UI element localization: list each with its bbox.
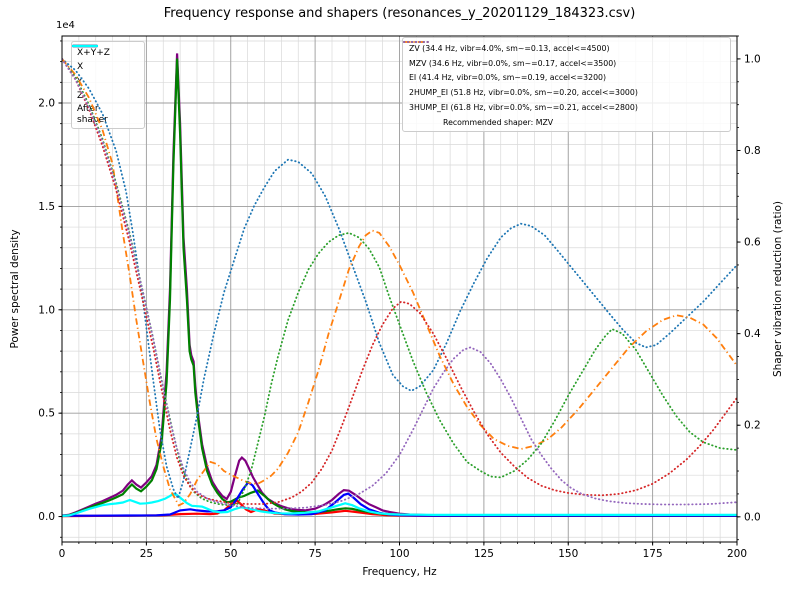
- legend-item-label: ZV (34.4 Hz, vibr=4.0%, sm~=0.13, accel<…: [409, 43, 610, 53]
- legend-item-y: Y: [72, 44, 139, 90]
- recommended-shaper-label: Recommended shaper: MZV: [443, 117, 554, 127]
- x-tick-label: 0: [59, 548, 66, 560]
- legend-item-2hump_ei: 2HUMP_EI (51.8 Hz, vibr=0.0%, sm~=0.20, …: [403, 41, 724, 100]
- legend-item-label: EI (41.4 Hz, vibr=0.0%, sm~=0.19, accel<…: [409, 73, 607, 83]
- y-right-tick-label: 0.6: [744, 237, 761, 249]
- legend-item-label: After shaper: [77, 104, 108, 125]
- x-axis-label: Frequency, Hz: [362, 566, 437, 578]
- x-tick-label: 25: [140, 548, 153, 560]
- y-right-tick-label: 0.8: [744, 145, 761, 157]
- chart-title: Frequency response and shapers (resonanc…: [163, 6, 636, 21]
- legend-item-3hump_ei: 3HUMP_EI (61.8 Hz, vibr=0.0%, sm~=0.21, …: [403, 41, 724, 115]
- legend-item-ei: EI (41.4 Hz, vibr=0.0%, sm~=0.19, accel<…: [403, 41, 724, 86]
- x-tick-label: 125: [474, 548, 494, 560]
- y-right-tick-label: 0.0: [744, 511, 761, 523]
- y-left-tick-label: 2.0: [38, 97, 55, 109]
- y-left-tick-label: 1.0: [38, 304, 55, 316]
- x-tick-label: 150: [558, 548, 578, 560]
- y-left-axis-label: Power spectral density: [9, 229, 21, 349]
- legend-item-label: 3HUMP_EI (61.8 Hz, vibr=0.0%, sm~=0.21, …: [409, 103, 638, 113]
- psd-curve-x: [62, 499, 737, 518]
- y-left-tick-label: 0.0: [38, 511, 55, 523]
- legend-item-label: Z: [77, 91, 84, 102]
- y-left-offset-text: 1e4: [56, 20, 75, 31]
- legend-item-label: 2HUMP_EI (51.8 Hz, vibr=0.0%, sm~=0.20, …: [409, 88, 638, 98]
- y-left-tick-label: 1.5: [38, 201, 55, 213]
- legend-item-mzv: MZV (34.6 Hz, vibr=0.0%, sm~=0.17, accel…: [404, 41, 724, 71]
- y-right-tick-label: 1.0: [744, 53, 761, 65]
- recommended-shaper-note: Recommended shaper: MZV: [409, 115, 724, 130]
- y-right-tick-label: 0.2: [744, 420, 761, 432]
- y-right-tick-label: 0.4: [744, 328, 761, 340]
- legend-item-label: MZV (34.6 Hz, vibr=0.0%, sm~=0.17, accel…: [409, 58, 617, 68]
- legend-item-label: X: [77, 62, 84, 73]
- legend-shapers: ZV (34.4 Hz, vibr=4.0%, sm~=0.13, accel<…: [402, 37, 731, 132]
- legend-item-x: X: [72, 44, 139, 76]
- legend-psd-series: X+Y+Z X Y Z After shaper: [71, 41, 145, 129]
- legend-item-label: Y: [77, 76, 83, 87]
- psd-curve-after-shaper: [62, 492, 737, 517]
- x-tick-label: 100: [389, 548, 409, 560]
- legend-item-zv: ZV (34.4 Hz, vibr=4.0%, sm~=0.13, accel<…: [403, 41, 724, 56]
- psd-curve-z: [62, 480, 737, 517]
- x-tick-label: 50: [224, 548, 237, 560]
- legend-item-z: Z: [72, 44, 139, 105]
- x-tick-label: 175: [643, 548, 663, 560]
- legend-item-after-shaper: After shaper: [72, 44, 139, 126]
- x-tick-label: 75: [308, 548, 321, 560]
- y-right-axis-label: Shaper vibration reduction (ratio): [772, 200, 784, 378]
- y-left-tick-label: 0.5: [38, 408, 55, 420]
- x-tick-label: 200: [727, 548, 747, 560]
